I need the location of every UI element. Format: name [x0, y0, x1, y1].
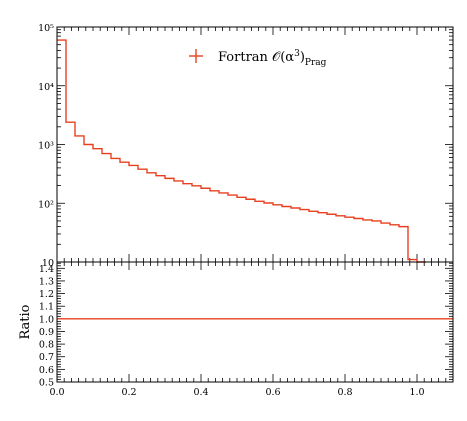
ratio-plot-panel: 0.50.60.70.80.91.01.11.21.31.4 0.0 0.2 0.4… [18, 261, 454, 398]
ratio-y-tick-label: 1.0 [39, 314, 54, 325]
ratio-y-tick-label: 0.8 [39, 340, 54, 351]
y-tick-label: 10 [42, 258, 54, 269]
ratio-y-tick-label: 1.3 [39, 276, 54, 287]
histogram-series [57, 39, 426, 263]
x-tick-label: 0.0 [49, 387, 64, 398]
ratio-y-tick-label: 0.6 [39, 365, 54, 376]
x-tick-label: 0.8 [337, 387, 352, 398]
x-tick-label: 1.0 [409, 387, 424, 398]
y-tick-label: 10⁴ [38, 82, 54, 93]
y-tick-label: 10² [38, 199, 54, 210]
x-tick-label: 0.6 [265, 387, 280, 398]
x-tick-label: 0.4 [193, 387, 208, 398]
x-tick-labels: 0.0 0.2 0.4 0.6 0.8 1.0 [49, 387, 424, 398]
legend: Fortran 𝒪(α3)Prag [189, 49, 327, 68]
ratio-y-tick-label: 1.2 [39, 289, 54, 300]
x-tick-label: 0.2 [121, 387, 136, 398]
legend-label: Fortran 𝒪(α3)Prag [218, 49, 327, 68]
y-tick-label: 10⁵ [38, 23, 54, 34]
ratio-y-tick-label: 0.7 [39, 352, 54, 363]
ratio-ticks [56, 262, 454, 383]
main-y-tick-labels: 10 10² 10³ 10⁴ 10⁵ [38, 23, 54, 269]
ratio-y-tick-labels: 0.5 0.6 0.70.8 0.9 1.01.1 1.2 1.31.4 [39, 264, 54, 389]
ratio-y-tick-label: 0.5 [39, 378, 54, 389]
ratio-y-tick-label: 1.1 [39, 302, 54, 313]
main-ticks [56, 27, 454, 263]
y-tick-label: 10³ [38, 141, 54, 152]
main-plot-panel: 10 10² 10³ 10⁴ 10⁵ Fortran 𝒪(α3)Prag [38, 23, 454, 269]
ratio-plot-frame [56, 261, 454, 383]
legend-marker [189, 49, 203, 63]
ratio-y-tick-label: 1.4 [39, 264, 54, 275]
ratio-axis-label: Ratio [18, 304, 33, 339]
ratio-y-tick-label: 0.9 [39, 327, 54, 338]
